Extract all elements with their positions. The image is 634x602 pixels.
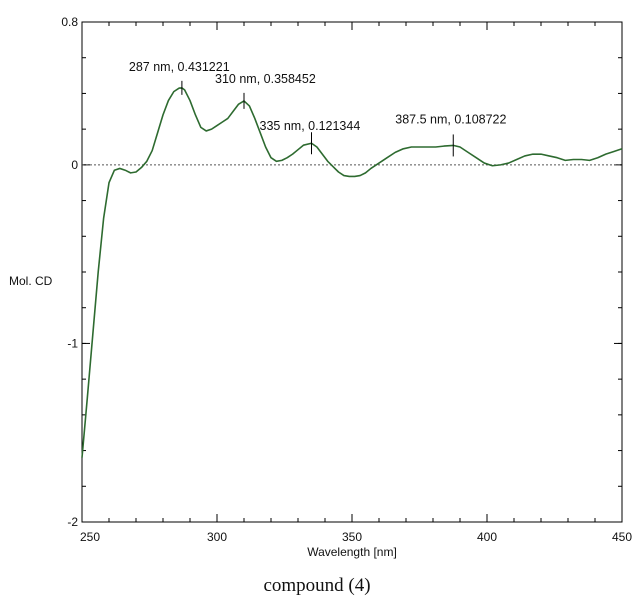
y-tick-label: 0 [71,158,78,172]
cd-spectrum-chart: 250 300 350 400 450 0.8 0 -1 -2 287 nm, 0.43122… [9,15,632,559]
plot-frame [81,21,623,523]
x-tick-label: 250 [80,530,100,544]
peak-label: 335 nm, 0.121344 [260,119,361,133]
peak-label: 387.5 nm, 0.108722 [395,112,506,126]
cd-series-line [81,87,623,458]
peak-label: 287 nm, 0.431221 [129,60,230,74]
y-tick-label: -2 [67,515,78,529]
x-tick-label: 450 [612,530,632,544]
x-tick-label: 300 [207,530,227,544]
x-tick-label: 350 [342,530,362,544]
figure-caption: compound (4) [263,575,371,596]
y-tick-labels: 0.8 0 -1 -2 [61,15,78,529]
y-tick-label: 0.8 [61,15,78,29]
x-tick-labels: 250 300 350 400 450 [80,530,632,544]
major-ticks [81,21,623,523]
x-tick-label: 400 [477,530,497,544]
y-axis-title: Mol. CD [9,274,53,288]
x-axis-title: Wavelength [nm] [307,545,397,559]
peak-label: 310 nm, 0.358452 [215,72,316,86]
minor-ticks [81,21,623,523]
y-tick-label: -1 [67,336,78,350]
